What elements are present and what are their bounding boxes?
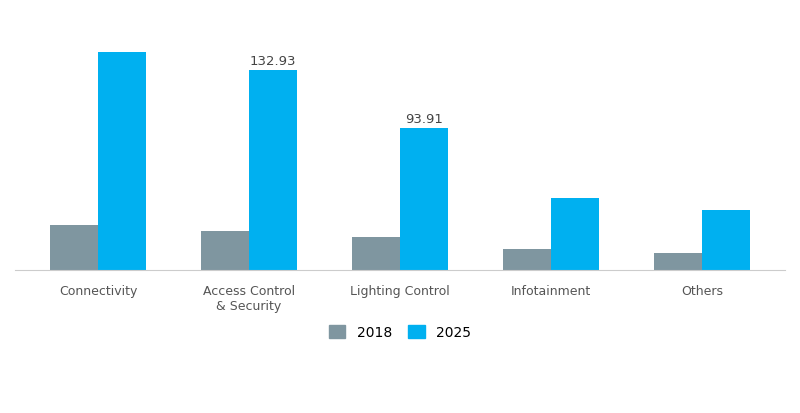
Bar	[502, 249, 551, 270]
Bar	[352, 237, 400, 270]
Bar	[654, 254, 702, 270]
Legend: 2018, 2025: 2018, 2025	[323, 320, 477, 345]
Bar	[400, 129, 448, 270]
Bar	[201, 231, 249, 270]
Bar	[50, 225, 98, 270]
Bar	[551, 198, 599, 270]
Bar	[249, 71, 298, 270]
Text: 93.91: 93.91	[406, 113, 443, 126]
Bar	[702, 210, 750, 270]
Text: 132.93: 132.93	[250, 55, 297, 68]
Bar	[98, 52, 146, 270]
